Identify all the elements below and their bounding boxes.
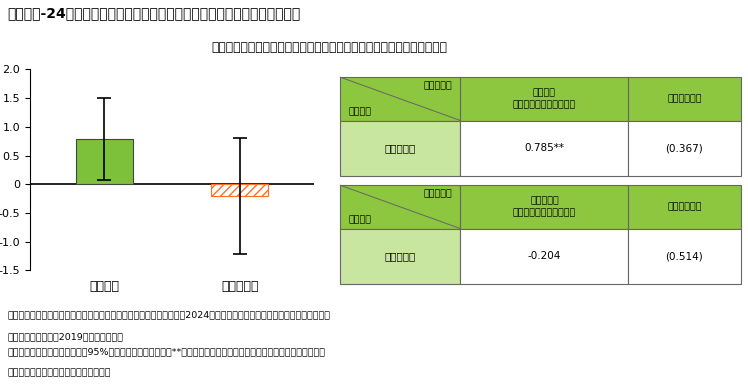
Bar bbox=[340, 229, 460, 284]
Text: 被説明変数: 被説明変数 bbox=[423, 81, 453, 90]
Text: 定年引上げ: 定年引上げ bbox=[384, 251, 416, 261]
Bar bbox=[628, 185, 741, 229]
Text: 説明変数: 説明変数 bbox=[349, 108, 371, 117]
Text: 定年引上げ: 定年引上げ bbox=[384, 143, 416, 153]
Bar bbox=[211, 184, 268, 196]
Text: ては、付注３－４を参照。: ては、付注３－４を参照。 bbox=[7, 369, 111, 378]
Text: 営楮利益率
（５年前からの変化幅）: 営楮利益率 （５年前からの変化幅） bbox=[513, 196, 576, 217]
Text: 人件費率
（５年前からの変化幅）: 人件費率 （５年前からの変化幅） bbox=[513, 88, 576, 109]
Bar bbox=[340, 185, 460, 229]
Text: 説明変数: 説明変数 bbox=[349, 216, 371, 225]
Bar bbox=[460, 185, 628, 229]
Bar bbox=[340, 77, 460, 120]
Text: 査」（2019）により作成。: 査」（2019）により作成。 bbox=[7, 332, 123, 341]
Text: （備考）　１．内閣府「人手不足への対応に関する企楮意識調査」（2024）、「多様化する働き手に関する企楮の意識調: （備考） １．内閣府「人手不足への対応に関する企楮意識調査」（2024）、「多様… bbox=[7, 311, 331, 320]
Text: （標準誤差）: （標準誤差） bbox=[667, 94, 702, 103]
Text: 被説明変数: 被説明変数 bbox=[423, 189, 453, 198]
Text: （標準誤差）: （標準誤差） bbox=[667, 202, 702, 212]
Bar bbox=[628, 229, 741, 284]
Text: 第３－３-24図　定年引上げを実施した企楮の人件費率と営楮利益率の変化: 第３－３-24図 定年引上げを実施した企楮の人件費率と営楮利益率の変化 bbox=[7, 6, 301, 20]
Bar bbox=[340, 120, 460, 176]
Text: ２．図中の誤差範囲は95%信頼区間を表している。**は５％水準で有意であることを示す。推計の詳細につい: ２．図中の誤差範囲は95%信頼区間を表している。**は５％水準で有意であることを… bbox=[7, 347, 325, 356]
Bar bbox=[460, 77, 628, 120]
Bar bbox=[460, 120, 628, 176]
Text: (0.367): (0.367) bbox=[666, 143, 703, 153]
Text: 0.785**: 0.785** bbox=[524, 143, 565, 153]
Text: -0.204: -0.204 bbox=[528, 251, 561, 261]
Bar bbox=[76, 139, 133, 184]
Bar bbox=[628, 77, 741, 120]
Bar bbox=[628, 120, 741, 176]
Bar bbox=[460, 229, 628, 284]
Text: (0.514): (0.514) bbox=[666, 251, 703, 261]
Text: 定年引上げは人件費の上昇につながるが、利益率への影響はみられない: 定年引上げは人件費の上昇につながるが、利益率への影響はみられない bbox=[211, 41, 447, 54]
